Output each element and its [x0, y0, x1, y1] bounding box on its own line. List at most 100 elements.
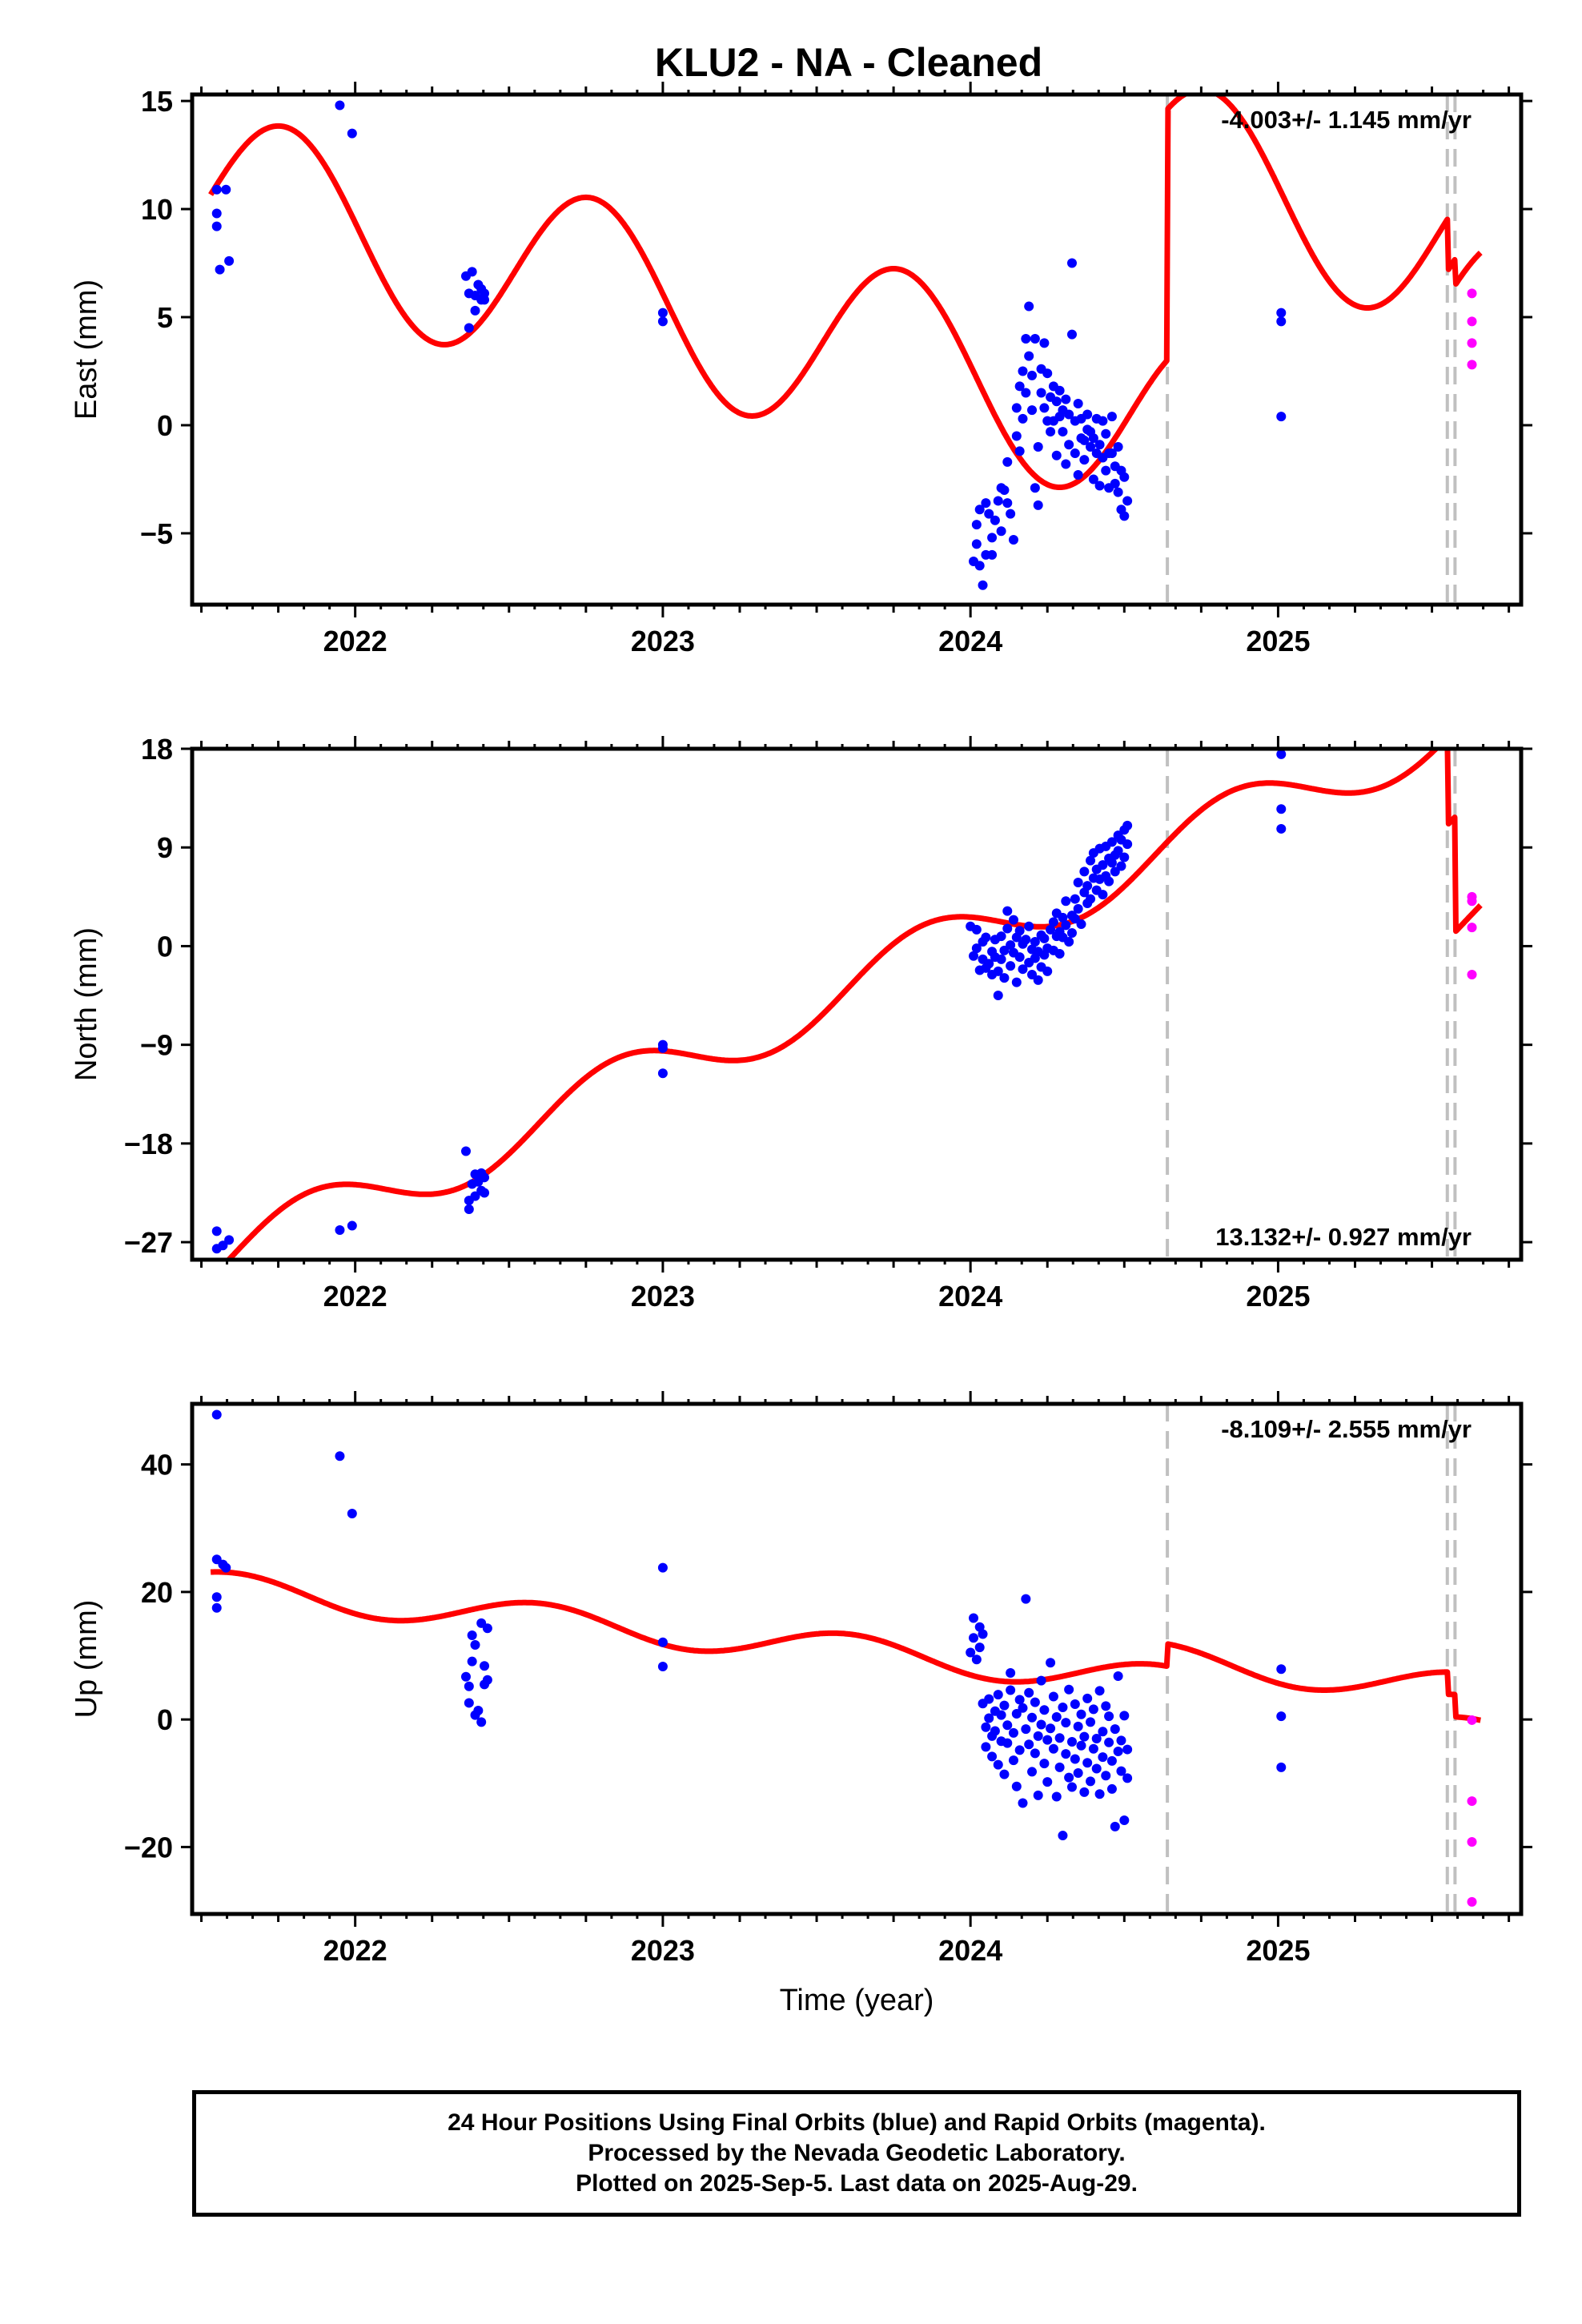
y-tick-label: 0 — [157, 930, 173, 963]
final-orbit-point — [1058, 427, 1068, 437]
final-orbit-point — [1054, 949, 1065, 959]
final-orbit-point — [1061, 896, 1071, 907]
final-orbit-point — [657, 1637, 668, 1647]
final-orbit-point — [990, 515, 1000, 525]
final-orbit-point — [1110, 478, 1120, 489]
final-orbit-point — [1033, 441, 1043, 452]
model-curve — [209, 1569, 1483, 1723]
final-orbit-point — [993, 1690, 1003, 1700]
final-orbit-point — [974, 561, 985, 571]
final-orbit-point — [1018, 964, 1028, 975]
final-orbit-point — [1002, 906, 1013, 916]
final-orbit-point — [335, 100, 345, 111]
final-orbit-point — [1014, 1695, 1025, 1705]
final-orbit-point — [1061, 394, 1071, 404]
final-orbit-point — [1036, 1719, 1046, 1730]
final-orbit-point — [1119, 1711, 1130, 1721]
final-orbit-point — [1113, 1746, 1123, 1756]
final-orbit-point — [480, 1661, 490, 1671]
final-orbit-point — [1024, 921, 1034, 931]
final-orbit-point — [335, 1451, 345, 1462]
final-orbit-point — [1061, 920, 1071, 931]
final-orbit-point — [1106, 448, 1117, 459]
final-orbit-point — [211, 1592, 222, 1602]
x-tick-label: 2025 — [1246, 1934, 1310, 1967]
final-orbit-point — [657, 1068, 668, 1079]
final-orbit-point — [1098, 860, 1108, 870]
rapid-orbit-point — [1467, 1896, 1477, 1907]
final-orbit-point — [981, 1722, 991, 1732]
final-orbit-point — [1276, 308, 1287, 318]
final-orbit-point — [981, 1742, 991, 1752]
plot-area — [211, 749, 1483, 1260]
final-orbit-point — [1054, 385, 1065, 396]
final-orbit-point — [1122, 496, 1133, 506]
final-orbit-point — [1006, 1685, 1016, 1695]
final-orbit-point — [1091, 1734, 1102, 1744]
final-orbit-point — [1021, 1724, 1031, 1735]
final-orbit-point — [1122, 1744, 1133, 1755]
final-orbit-point — [1027, 1712, 1038, 1723]
final-orbit-point — [476, 1717, 487, 1727]
final-orbit-point — [969, 951, 979, 961]
final-orbit-point — [1002, 923, 1013, 934]
final-orbit-point — [218, 1240, 228, 1251]
final-orbit-point — [966, 1647, 976, 1658]
chart-title: KLU2 - NA - Cleaned — [655, 40, 1042, 85]
x-tick-label: 2023 — [631, 1280, 695, 1313]
final-orbit-point — [1006, 1668, 1016, 1679]
final-orbit-point — [1086, 1717, 1096, 1727]
final-orbit-point — [999, 1769, 1010, 1779]
final-orbit-point — [996, 1710, 1006, 1720]
final-orbit-point — [999, 1700, 1010, 1711]
final-orbit-point — [1046, 1658, 1056, 1668]
final-orbit-point — [1086, 1776, 1096, 1787]
panel-north: −27 −18 −9 0 9 18 2022 2023 2024 2025 North (mm) 13… — [70, 733, 1532, 1313]
final-orbit-point — [1064, 1684, 1074, 1695]
final-orbit-point — [1101, 428, 1111, 439]
final-orbit-point — [1073, 1768, 1083, 1779]
final-orbit-point — [1101, 1701, 1111, 1711]
final-orbit-point — [999, 485, 1010, 495]
final-orbit-point — [1276, 1711, 1287, 1722]
final-orbit-point — [470, 1191, 480, 1201]
final-orbit-point — [1276, 316, 1287, 327]
x-tick-label: 2025 — [1246, 1280, 1310, 1313]
final-orbit-point — [347, 1508, 357, 1518]
final-orbit-point — [1033, 1790, 1043, 1800]
final-orbit-point — [1058, 912, 1068, 923]
rapid-orbit-point — [1467, 1715, 1477, 1725]
final-orbit-point — [1002, 1738, 1013, 1748]
final-orbit-point — [480, 1172, 490, 1183]
final-orbit-point — [1070, 1754, 1080, 1764]
y-tick-label: −20 — [124, 1831, 173, 1864]
final-orbit-point — [1027, 970, 1038, 980]
final-orbit-point — [974, 1642, 985, 1653]
final-orbit-point — [480, 295, 490, 305]
final-orbit-point — [1082, 409, 1093, 420]
final-orbit-point — [1276, 1762, 1287, 1772]
final-orbit-point — [464, 1681, 474, 1691]
final-orbit-point — [1018, 413, 1028, 424]
axes-frame — [190, 92, 1524, 607]
final-orbit-point — [1048, 1691, 1058, 1702]
final-orbit-point — [1027, 405, 1038, 416]
final-orbit-point — [996, 954, 1006, 964]
final-orbit-point — [1119, 511, 1130, 521]
final-orbit-point — [1011, 1708, 1022, 1719]
final-orbit-point — [1076, 1740, 1086, 1751]
y-tick-label: 5 — [157, 301, 173, 334]
final-orbit-point — [987, 549, 998, 560]
final-orbit-point — [470, 305, 480, 316]
final-orbit-point — [482, 1623, 492, 1634]
rapid-orbit-point — [1467, 923, 1477, 933]
final-orbit-point — [1011, 977, 1022, 987]
final-orbit-point — [1276, 1664, 1287, 1675]
final-orbit-point — [1021, 935, 1031, 945]
x-tick-label: 2024 — [938, 1934, 1002, 1967]
final-orbit-point — [1106, 1783, 1117, 1794]
rate-annotation: -8.109+/- 2.555 mm/yr — [1221, 1415, 1472, 1443]
final-orbit-point — [211, 221, 222, 231]
final-orbit-point — [464, 323, 474, 333]
final-orbit-point — [1066, 329, 1077, 340]
